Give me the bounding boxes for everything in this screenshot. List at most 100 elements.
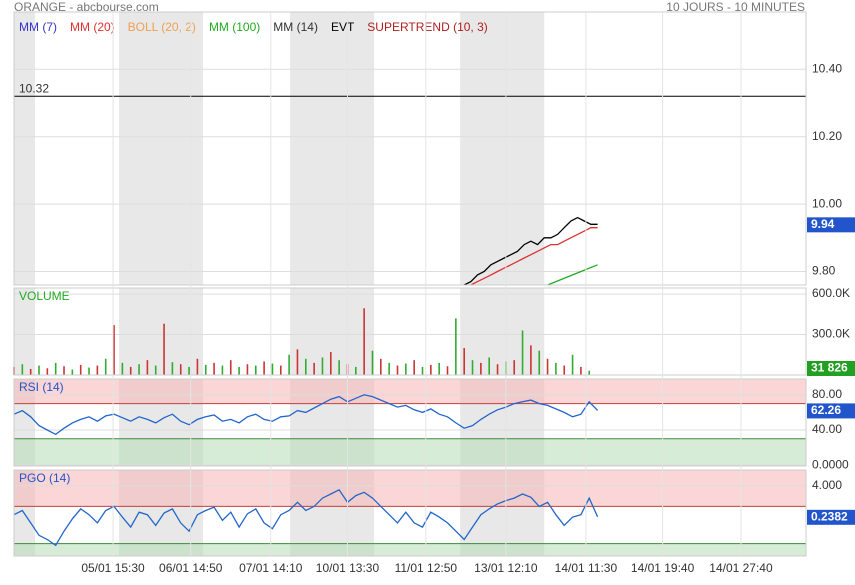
panel-frame (13, 287, 807, 376)
panel-frame (13, 378, 807, 467)
x-tick-label: 14/01 19:40 (631, 561, 695, 575)
volume-bar (380, 358, 382, 375)
volume-bar (371, 350, 374, 375)
x-tick-label: 13/01 12:10 (474, 561, 538, 575)
last-value-label: 31 826 (811, 361, 848, 375)
volume-bar (355, 366, 357, 375)
overbought-zone (14, 470, 806, 507)
volume-bar (463, 348, 465, 375)
x-tick-label: 14/01 11:30 (555, 561, 618, 575)
volume-bar (388, 362, 390, 375)
volume-bar (63, 366, 65, 375)
last-value-badge (807, 509, 855, 525)
volume-bar (588, 370, 591, 375)
volume-bar (496, 364, 499, 375)
legend-entry: BOLL (20, 2) (128, 20, 196, 34)
series-line (13, 394, 599, 436)
last-value-label: 62.26 (811, 403, 841, 417)
legend-entry: MM (14) (273, 20, 318, 34)
volume-bar (488, 357, 490, 375)
volume-bar (88, 367, 90, 375)
plot-area (13, 394, 599, 436)
volume-bar (79, 364, 82, 375)
volume-bar (321, 357, 324, 375)
x-tick-label: 05/01 15:30 (81, 561, 145, 575)
last-value-badge (807, 361, 855, 376)
volume-bar (46, 368, 49, 375)
volume-bar (121, 362, 124, 375)
volume-bar (71, 369, 74, 375)
volume-bar (21, 364, 24, 375)
volume-bar (304, 358, 307, 375)
volume-bar (171, 362, 174, 375)
volume-bar (196, 358, 199, 375)
volume-bar (513, 360, 516, 375)
overbought-zone (14, 379, 806, 404)
y-tick-label: 9.80 (812, 264, 836, 278)
y-tick-label: 600.0K (812, 286, 850, 300)
volume-bar (279, 365, 282, 375)
y-tick-label: 10.20 (812, 129, 842, 143)
volume-bar (521, 330, 524, 375)
legend-entry: MM (100) (209, 20, 260, 34)
volume-bar (246, 364, 249, 375)
day-band (460, 12, 545, 285)
day-band (14, 288, 36, 375)
day-band (119, 12, 204, 285)
panel-title: PGO (14) (19, 471, 70, 485)
volume-bar (571, 354, 574, 375)
x-tick-label: 06/01 14:50 (159, 561, 223, 575)
volume-bar (563, 365, 566, 375)
volume-bar (204, 364, 207, 375)
volume-bar (538, 350, 541, 375)
volume-bar (138, 364, 140, 375)
volume-bar (421, 366, 424, 375)
oversold-zone (14, 543, 806, 556)
x-tick-label: 07/01 14:10 (239, 561, 303, 575)
series-line (13, 488, 599, 547)
volume-bar (405, 363, 407, 375)
volume-bar (471, 360, 474, 375)
volume-bar (163, 323, 165, 375)
volume-bar (146, 360, 149, 375)
volume-bar (580, 366, 582, 375)
day-band (14, 12, 36, 285)
volume-bar (413, 360, 415, 375)
volume-bar (229, 360, 232, 375)
volume-bar (179, 364, 182, 375)
last-value-badge (807, 217, 855, 233)
day-band (290, 12, 375, 285)
y-tick-label: 300.0K (812, 327, 850, 341)
plot-area (463, 216, 598, 285)
y-tick-label: 10.40 (812, 61, 842, 75)
volume-bar (396, 365, 399, 375)
volume-bar (154, 365, 157, 375)
volume-bar (213, 362, 215, 375)
volume-bar (555, 362, 557, 375)
y-tick-label: 10.00 (812, 196, 842, 210)
volume-bar (455, 318, 457, 375)
volume-bar (338, 360, 340, 375)
volume-bar (54, 362, 57, 375)
y-tick-label: 80.00 (812, 387, 842, 401)
series-line (463, 216, 598, 285)
volume-bar (254, 365, 257, 375)
last-value-label: 0.2382 (811, 509, 848, 523)
day-band (119, 288, 204, 375)
volume-bar (96, 365, 99, 375)
volume-bar (480, 362, 482, 375)
day-band (290, 288, 375, 375)
x-tick-label: 14/01 27:40 (709, 561, 773, 575)
oversold-zone (14, 438, 806, 466)
y-tick-label: 40.00 (812, 422, 842, 436)
volume-bar (113, 325, 115, 375)
volume-bar (430, 364, 432, 375)
y-tick-label: 4.000 (812, 478, 842, 492)
volume-bar (313, 362, 315, 375)
volume-bar (29, 368, 32, 375)
volume-bar (446, 366, 449, 375)
last-value-badge (807, 403, 855, 419)
volume-bar (330, 352, 332, 375)
